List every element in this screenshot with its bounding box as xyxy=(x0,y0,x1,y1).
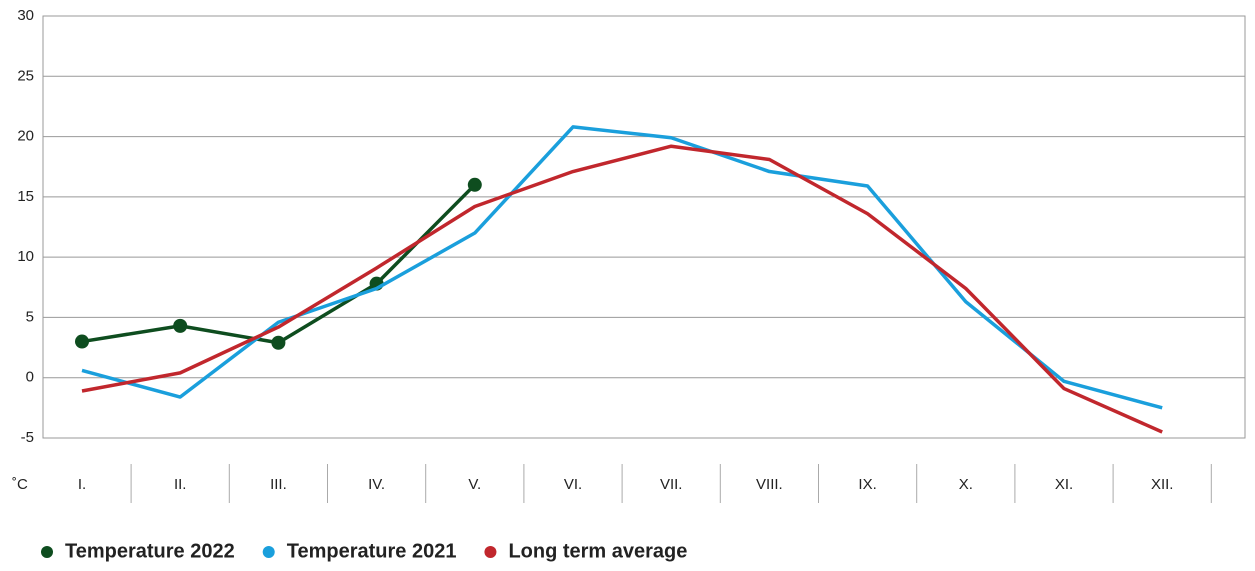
y-tick-label: 5 xyxy=(26,308,34,325)
y-tick-label: 25 xyxy=(17,67,34,84)
y-tick-label: -5 xyxy=(21,429,34,446)
y-tick-label: 20 xyxy=(17,128,34,145)
series-line xyxy=(81,183,477,345)
x-tick-label: V. xyxy=(468,476,481,493)
x-tick-label: I. xyxy=(78,476,86,493)
legend-swatch xyxy=(484,546,497,558)
legend-swatch xyxy=(41,546,53,558)
point xyxy=(173,318,188,333)
series-line xyxy=(81,125,1163,410)
y-tick-label: 0 xyxy=(26,369,34,386)
legend-label: Temperature 2021 xyxy=(287,540,457,562)
y-tick-label: 15 xyxy=(17,188,34,205)
point xyxy=(467,177,482,192)
y-tick-label: 10 xyxy=(17,248,34,265)
x-tick-label: VI. xyxy=(564,476,582,493)
point xyxy=(271,335,286,350)
x-tick-label: IV. xyxy=(368,476,385,493)
x-tick-label: X. xyxy=(959,476,973,493)
x-tick-label: III. xyxy=(270,476,287,493)
x-tick-label: VII. xyxy=(660,476,683,493)
legend-swatch xyxy=(262,546,275,558)
y-tick-label: 30 xyxy=(17,7,34,24)
point xyxy=(75,334,89,349)
x-tick-label: XII. xyxy=(1151,476,1174,493)
legend-label: Temperature 2022 xyxy=(65,540,235,562)
x-tick-label: VIII. xyxy=(756,476,783,493)
x-tick-label: IX. xyxy=(858,476,876,493)
x-tick-label: II. xyxy=(174,476,187,493)
plot-frame xyxy=(42,15,1246,439)
series-line xyxy=(81,144,1163,434)
y-axis-label: ˚C xyxy=(12,476,28,493)
legend-label: Long term average xyxy=(508,540,687,562)
x-tick-label: XI. xyxy=(1055,476,1073,493)
